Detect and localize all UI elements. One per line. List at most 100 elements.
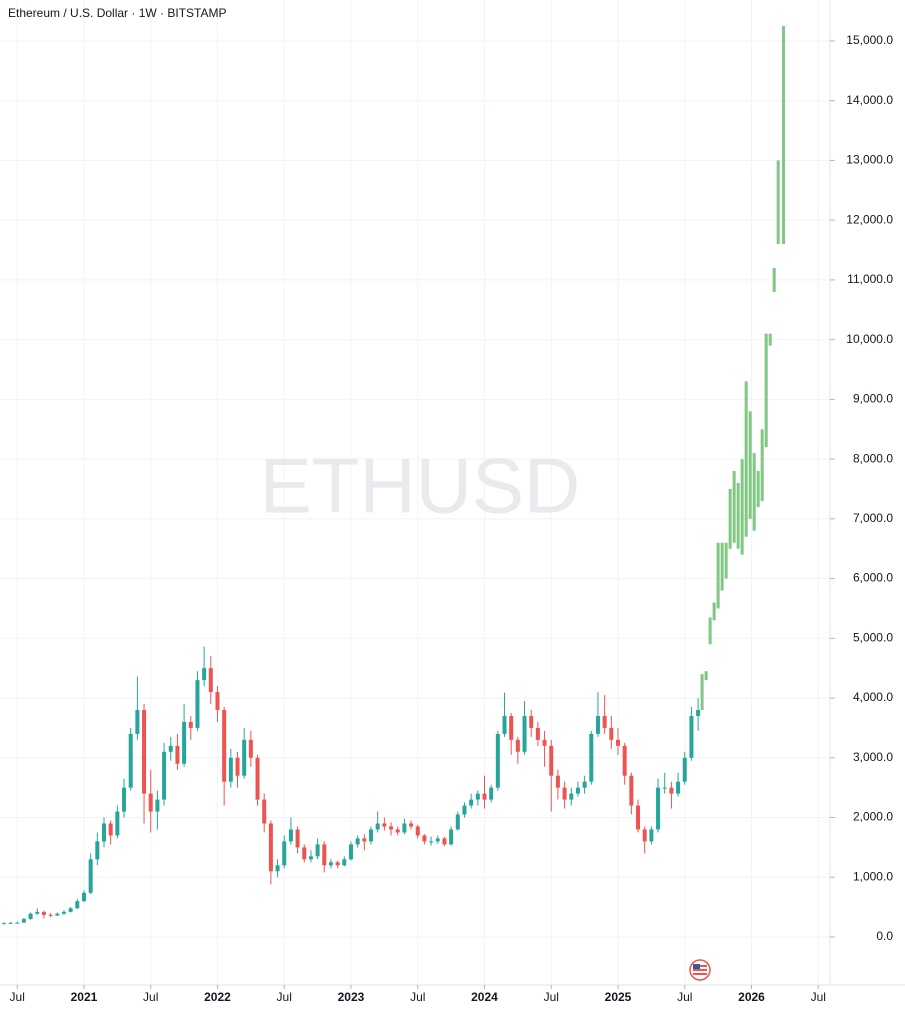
candle-body bbox=[48, 914, 53, 916]
candle-body bbox=[522, 715, 527, 752]
candle-body bbox=[88, 859, 93, 893]
candle-body bbox=[322, 844, 327, 866]
candle-body bbox=[168, 745, 173, 752]
candle-body bbox=[449, 829, 454, 845]
candle-body bbox=[55, 913, 60, 916]
candle-body bbox=[682, 757, 687, 782]
axes: 0.0 1,000.0 2,000.0 3,000.0 4,000.0 5,000.0 6,… bbox=[10, 33, 894, 1004]
candle-body bbox=[295, 829, 300, 848]
candle-body bbox=[122, 787, 127, 812]
y-tick-label: 7,000.0 bbox=[853, 511, 893, 525]
y-tick-label: 8,000.0 bbox=[853, 451, 893, 465]
candle-body bbox=[268, 823, 273, 872]
candle-body bbox=[148, 793, 153, 812]
candle-body bbox=[469, 799, 474, 806]
candle-body bbox=[182, 721, 187, 764]
candle-body bbox=[455, 814, 460, 830]
projection-bar bbox=[776, 160, 780, 245]
candle-body bbox=[422, 835, 427, 842]
grid bbox=[0, 0, 830, 985]
candle-body bbox=[602, 715, 607, 728]
candle-body bbox=[355, 838, 360, 845]
candle-body bbox=[282, 841, 287, 866]
candle-body bbox=[636, 805, 641, 830]
marks bbox=[1, 26, 786, 925]
watermark: ETHUSD bbox=[260, 442, 581, 530]
candle-body bbox=[629, 775, 634, 806]
candle-body bbox=[155, 799, 160, 812]
projection-bar bbox=[748, 411, 752, 519]
projection-bar bbox=[728, 488, 732, 549]
candle-body bbox=[409, 823, 414, 827]
candle-body bbox=[308, 856, 313, 860]
candle-body bbox=[242, 739, 247, 776]
projection-bar bbox=[712, 602, 716, 621]
projection-bar bbox=[752, 453, 756, 531]
candle-body bbox=[482, 793, 487, 800]
candle-body bbox=[21, 919, 26, 923]
x-tick-label: 2021 bbox=[71, 990, 98, 1004]
candle-body bbox=[288, 829, 293, 842]
projection-bar bbox=[720, 542, 724, 591]
y-tick-label: 1,000.0 bbox=[853, 869, 893, 883]
candle-body bbox=[509, 715, 514, 740]
candle-body bbox=[642, 829, 647, 842]
projection-bar bbox=[700, 674, 704, 710]
candle-body bbox=[549, 745, 554, 776]
candle-body bbox=[35, 911, 40, 914]
candle-body bbox=[542, 739, 547, 746]
candle-body bbox=[108, 823, 113, 836]
candle-body bbox=[649, 829, 654, 842]
x-tick-label: Jul bbox=[277, 990, 292, 1004]
candle-body bbox=[102, 823, 107, 842]
y-tick-label: 15,000.0 bbox=[846, 33, 893, 47]
x-tick-label: Jul bbox=[544, 990, 559, 1004]
chart-title: Ethereum / U.S. Dollar · 1W · BITSTAMP bbox=[8, 6, 226, 20]
candle-body bbox=[41, 911, 46, 915]
candle-body bbox=[515, 739, 520, 752]
candle-body bbox=[395, 829, 400, 833]
x-tick-label: Jul bbox=[410, 990, 425, 1004]
candle-body bbox=[369, 829, 374, 842]
candle-body bbox=[75, 901, 80, 909]
candle-body bbox=[61, 911, 66, 914]
candle-body bbox=[615, 739, 620, 746]
y-tick-label: 14,000.0 bbox=[846, 93, 893, 107]
candle-body bbox=[228, 757, 233, 782]
y-tick-label: 10,000.0 bbox=[846, 332, 893, 346]
candle-body bbox=[529, 715, 534, 728]
projection-bar bbox=[736, 483, 740, 549]
candle-body bbox=[135, 709, 140, 734]
candle-body bbox=[656, 787, 661, 830]
candle-body bbox=[555, 775, 560, 788]
y-tick-label: 2,000.0 bbox=[853, 810, 893, 824]
projection-bar bbox=[760, 429, 764, 501]
candle-body bbox=[95, 841, 100, 860]
flag-icon bbox=[689, 959, 711, 981]
x-tick-label: Jul bbox=[811, 990, 826, 1004]
candle-body bbox=[255, 757, 260, 800]
projection-bar bbox=[764, 333, 768, 448]
candle-body bbox=[195, 680, 200, 728]
x-tick-label: Jul bbox=[677, 990, 692, 1004]
candle-body bbox=[215, 692, 220, 710]
candle-body bbox=[622, 745, 627, 776]
candle-body bbox=[302, 847, 307, 860]
candle-body bbox=[575, 787, 580, 794]
y-tick-label: 6,000.0 bbox=[853, 571, 893, 585]
projection-bar bbox=[768, 333, 772, 346]
candle-body bbox=[502, 715, 507, 734]
candle-body bbox=[188, 721, 193, 728]
candle-body bbox=[489, 787, 494, 800]
projection-bar bbox=[716, 542, 720, 609]
candle-body bbox=[348, 844, 353, 860]
candle-body bbox=[389, 826, 394, 830]
candle-body bbox=[475, 793, 480, 800]
projection-bar bbox=[740, 459, 744, 555]
candle-body bbox=[8, 922, 13, 924]
candle-body bbox=[562, 787, 567, 800]
candle-body bbox=[676, 781, 681, 794]
candle-body bbox=[142, 709, 147, 794]
candle-body bbox=[175, 745, 180, 764]
